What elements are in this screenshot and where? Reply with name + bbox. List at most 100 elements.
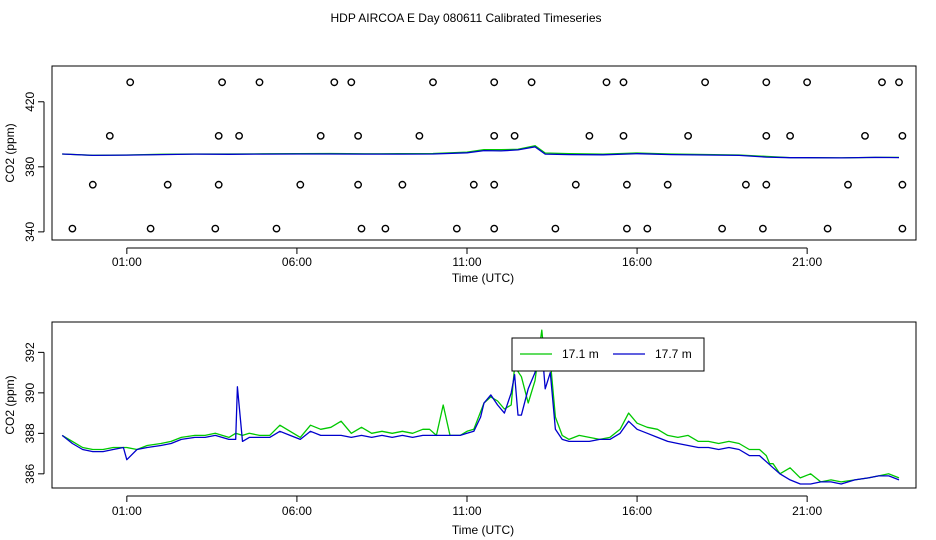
- plot-frame-bottom: [51, 321, 917, 489]
- calibration-point: [823, 224, 832, 233]
- calibration-point: [490, 78, 499, 87]
- calibration-point: [803, 78, 811, 87]
- x-tick-label-top: 11:00: [452, 255, 481, 269]
- calibration-point: [214, 180, 223, 189]
- calibration-point: [861, 131, 869, 140]
- calibration-point: [354, 180, 362, 189]
- x-tick-label-bottom: 21:00: [792, 504, 822, 518]
- y-tick-label-top: 420: [23, 91, 37, 111]
- x-tick-label-top: 06:00: [282, 255, 312, 269]
- calibration-point: [786, 131, 794, 140]
- series-line-17-1-m-bottom: [61, 329, 900, 483]
- plot-frame-top: [51, 65, 917, 241]
- calibration-point: [762, 131, 771, 140]
- x-axis-top: 01:00 06:00 11:00 16:00 21:00: [112, 247, 822, 269]
- calibration-point: [316, 131, 325, 140]
- calibration-point: [619, 78, 628, 87]
- y-tick-label-bottom: 386: [23, 463, 37, 483]
- legend-label-17-7m: 17.7 m: [655, 347, 692, 361]
- calibration-point: [490, 131, 499, 140]
- calibration-point: [255, 78, 264, 87]
- calibration-point: [619, 131, 628, 140]
- calibration-point: [898, 180, 907, 189]
- calibration-point: [585, 131, 594, 140]
- x-tick-label-bottom: 16:00: [622, 504, 652, 518]
- x-tick-label-top: 21:00: [792, 255, 822, 269]
- legend: 17.1 m 17.7 m: [511, 337, 705, 372]
- calibration-point: [163, 180, 172, 189]
- calibration-point: [878, 78, 886, 87]
- panel-top: 01:00 06:00 11:00 16:00 21:00 340 380 420 Time…: [3, 65, 917, 285]
- calibration-point: [469, 180, 478, 189]
- calibration-point: [214, 131, 223, 140]
- legend-label-17-1m: 17.1 m: [562, 347, 599, 361]
- x-tick-label-bottom: 01:00: [112, 504, 142, 518]
- calibration-point: [844, 180, 852, 189]
- calibration-point: [211, 224, 220, 233]
- calibration-point: [235, 131, 244, 140]
- x-axis-label-top: Time (UTC): [452, 271, 514, 285]
- series-line-17-7-m-top: [62, 146, 900, 159]
- calibration-point: [68, 224, 77, 233]
- calibration-point: [330, 78, 339, 87]
- calibration-point: [296, 180, 305, 189]
- x-tick-label-top: 01:00: [112, 255, 142, 269]
- series-lines-bottom: [61, 329, 900, 485]
- calibration-point: [146, 224, 155, 233]
- y-tick-label-bottom: 390: [23, 383, 37, 403]
- calibration-point: [510, 131, 519, 140]
- calibration-point: [126, 78, 135, 87]
- calibration-points: [68, 78, 907, 233]
- calibration-point: [415, 131, 424, 140]
- x-tick-label-top: 16:00: [622, 255, 652, 269]
- calibration-point: [742, 180, 750, 189]
- y-tick-label-bottom: 392: [23, 342, 37, 362]
- calibration-point: [762, 180, 771, 189]
- calibration-point: [490, 180, 499, 189]
- calibration-point: [898, 224, 907, 233]
- calibration-point: [218, 78, 227, 87]
- x-tick-label-bottom: 06:00: [282, 504, 312, 518]
- calibration-point: [602, 78, 611, 87]
- calibration-point: [398, 180, 407, 189]
- y-tick-label-bottom: 388: [23, 423, 37, 443]
- y-axis-label-top: CO2 (ppm): [3, 123, 17, 182]
- calibration-point: [898, 131, 907, 140]
- y-axis-bottom: 386 388 390 392: [23, 342, 45, 484]
- calibration-point: [527, 78, 536, 87]
- calibration-point: [88, 180, 97, 189]
- series-lines-top: [62, 145, 900, 159]
- calibration-point: [381, 224, 390, 233]
- calibration-point: [623, 224, 631, 233]
- calibration-point: [347, 78, 356, 87]
- calibration-point: [105, 131, 114, 140]
- calibration-point: [895, 78, 903, 87]
- y-tick-label-top: 380: [23, 156, 37, 176]
- calibration-point: [762, 78, 771, 87]
- calibration-point: [643, 224, 652, 233]
- calibration-point: [663, 180, 672, 189]
- calibration-point: [272, 224, 281, 233]
- calibration-point: [623, 180, 631, 189]
- calibration-point: [354, 131, 362, 140]
- series-line-17-7-m-bottom: [61, 345, 900, 485]
- series-line-17-1-m-top: [62, 145, 899, 159]
- calibration-point: [551, 224, 560, 233]
- x-axis-bottom: 01:00 06:00 11:00 16:00 21:00: [112, 495, 822, 518]
- calibration-point: [429, 78, 437, 87]
- y-axis-top: 340 380 420: [23, 91, 45, 242]
- calibration-point: [571, 180, 580, 189]
- calibration-point: [684, 131, 692, 140]
- x-tick-label-bottom: 11:00: [452, 504, 481, 518]
- x-axis-label-bottom: Time (UTC): [452, 523, 514, 537]
- calibration-point: [452, 224, 461, 233]
- calibration-point: [357, 224, 366, 233]
- calibration-point: [759, 224, 767, 233]
- calibration-point: [490, 224, 499, 233]
- chart-title: HDP AIRCOA E Day 080611 Calibrated Times…: [330, 11, 601, 25]
- y-axis-label-bottom: CO2 (ppm): [3, 375, 17, 434]
- y-tick-label-top: 340: [23, 222, 37, 242]
- panel-bottom: 01:00 06:00 11:00 16:00 21:00 386 388 390 392 T…: [3, 321, 917, 537]
- calibration-point: [718, 224, 726, 233]
